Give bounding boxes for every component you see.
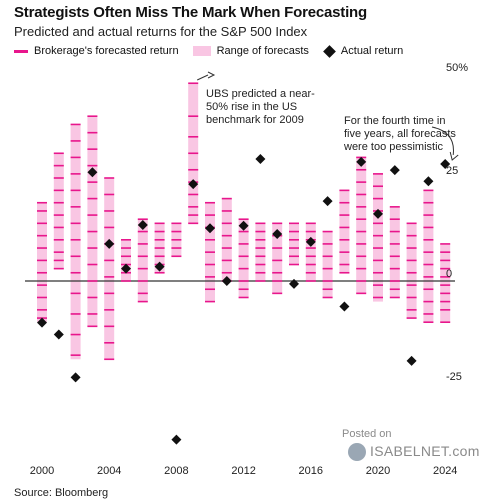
x-tick-label: 2020 <box>366 465 390 477</box>
actual-point-2022 <box>406 355 417 366</box>
actual-point-2014 <box>272 229 283 240</box>
range-swatch <box>192 46 211 56</box>
source-note: Source: Bloomberg <box>14 487 109 499</box>
watermark-site: ISABELNET.com <box>370 443 480 459</box>
range-bar-2001 <box>53 153 64 269</box>
range-bar-2011 <box>221 198 232 281</box>
annotation-ubs: UBS predicted a near-50% rise in the US … <box>206 88 315 126</box>
x-tick-label: 2000 <box>30 465 54 477</box>
actual-point-2016 <box>305 236 316 247</box>
range-bar-2015 <box>289 223 299 265</box>
actual-point-2001 <box>53 329 64 340</box>
range-bar-2005 <box>121 239 131 281</box>
forecast-dash-swatch <box>14 49 28 53</box>
range-bar-2003 <box>87 116 98 327</box>
x-tick-label: 2016 <box>299 465 323 477</box>
actual-point-2010 <box>205 223 215 234</box>
x-tick-label: 2012 <box>231 465 255 477</box>
range-bar-2023 <box>423 190 434 323</box>
range-bar-2012 <box>238 219 249 298</box>
annotation-pessimistic-arrowhead <box>449 151 459 161</box>
y-tick-label: 0 <box>446 268 452 280</box>
actual-point-2021 <box>389 165 400 176</box>
range-bar-2022 <box>406 223 417 319</box>
actual-point-2019 <box>356 156 367 167</box>
actual-point-2024 <box>440 158 451 169</box>
legend-actual-label: Actual return <box>340 45 404 57</box>
annotation-ubs-arrow <box>196 74 209 81</box>
legend-range-label: Range of forecasts <box>216 45 309 57</box>
range-bar-2000 <box>37 202 47 323</box>
range-bar-2021 <box>389 206 400 298</box>
legend: Brokerage's forecasted return Range of f… <box>14 44 417 58</box>
actual-point-2018 <box>339 301 350 312</box>
y-tick-label: -25 <box>446 371 462 383</box>
actual-point-2023 <box>423 176 434 187</box>
range-bar-2018 <box>339 190 350 273</box>
actual-point-2000 <box>37 317 47 328</box>
legend-forecast-label: Brokerage's forecasted return <box>34 45 179 57</box>
actual-point-2008 <box>171 434 182 445</box>
range-bar-2024 <box>440 243 451 323</box>
watermark-logo-icon <box>348 443 366 461</box>
actual-point-2002 <box>70 372 81 383</box>
range-bar-2004 <box>104 178 115 360</box>
range-bar-2019 <box>356 157 367 294</box>
range-bar-2002 <box>70 124 81 360</box>
actual-point-2013 <box>255 154 266 165</box>
chart-title: Strategists Often Miss The Mark When For… <box>14 4 367 21</box>
range-bar-2013 <box>255 223 266 281</box>
actual-point-2020 <box>373 208 383 219</box>
actual-point-2017 <box>322 196 333 207</box>
range-bar-2014 <box>272 223 283 294</box>
x-tick-label: 2008 <box>164 465 188 477</box>
y-tick-label: 50% <box>446 62 468 74</box>
watermark-posted-on: Posted on <box>342 428 392 440</box>
annotation-pessimistic-arrow <box>431 126 454 156</box>
actual-point-2004 <box>104 238 115 249</box>
annotation-pessimistic: For the fourth time in five years, all f… <box>344 115 456 153</box>
range-bar-2016 <box>305 223 316 281</box>
legend-forecast: Brokerage's forecasted return <box>14 45 179 57</box>
x-tick-label: 2024 <box>433 465 457 477</box>
actual-point-2015 <box>289 278 299 289</box>
y-tick-label: 25 <box>446 165 458 177</box>
chart-subtitle: Predicted and actual returns for the S&P… <box>14 24 308 39</box>
range-bar-2017 <box>322 231 333 298</box>
legend-range: Range of forecasts <box>192 45 309 57</box>
actual-point-2007 <box>154 261 165 272</box>
annotation-ubs-arrowhead <box>207 71 216 79</box>
actual-point-2005 <box>121 263 131 274</box>
actual-point-2003 <box>87 167 98 178</box>
range-bar-2006 <box>137 219 148 302</box>
legend-actual: Actual return <box>323 44 404 58</box>
range-bar-2020 <box>373 173 383 302</box>
actual-point-2009 <box>188 179 199 190</box>
actual-point-2006 <box>137 219 148 230</box>
actual-point-2011 <box>221 276 232 286</box>
actual-point-2012 <box>238 220 249 231</box>
x-tick-label: 2004 <box>97 465 121 477</box>
